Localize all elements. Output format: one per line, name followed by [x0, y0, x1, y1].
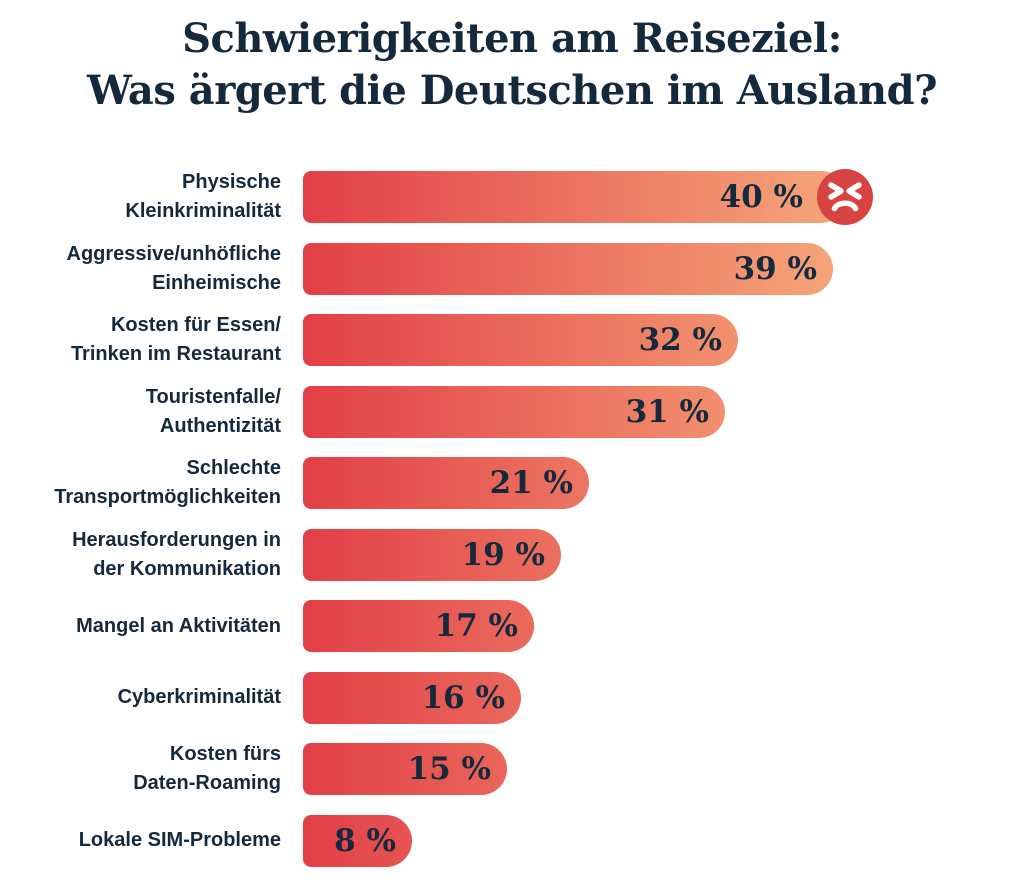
category-label: Touristenfalle/Authentizität: [0, 383, 281, 441]
category-label-line: Touristenfalle/: [145, 385, 281, 408]
chart-row: Mangel an Aktivitäten 17 %: [0, 600, 1024, 652]
chart-row: Kosten fürs Daten-Roaming 15 %: [0, 743, 1024, 795]
category-label: Mangel an Aktivitäten: [0, 612, 281, 641]
bar: 15 %: [303, 743, 507, 795]
category-label: Kosten für Essen/Trinken im Restaurant: [0, 311, 281, 369]
bar-track: 40 %: [303, 169, 1024, 225]
category-label-line: Lokale SIM-Probleme: [78, 829, 281, 851]
category-label: Kosten fürs Daten-Roaming: [0, 740, 281, 798]
category-label-line: Mangel an Aktivitäten: [76, 614, 281, 637]
bar-track: 21 %: [303, 457, 1024, 509]
category-label-line: Einheimische: [152, 271, 281, 294]
category-label-line: Authentizität: [159, 414, 281, 437]
bar: 17 %: [303, 600, 534, 652]
value-label: 17 %: [434, 608, 518, 644]
bar-track: 31 %: [303, 385, 1024, 438]
category-label-line: Cyberkriminalität: [117, 686, 281, 708]
bar: 19 %: [303, 528, 561, 581]
category-label-line: Aggressive/unhöfliche: [66, 242, 282, 265]
chart-row: Aggressive/unhöfliche Einheimische 39 %: [0, 240, 1024, 298]
value-label: 21 %: [489, 465, 573, 501]
value-label: 19 %: [461, 536, 545, 573]
bar-track: 15 %: [303, 743, 1024, 795]
title-line-2: Was ärgert die Deutschen im Ausland?: [86, 67, 938, 114]
bar: 31 %: [303, 385, 725, 438]
value-label: 16 %: [421, 679, 505, 716]
chart-row: Touristenfalle/Authentizität 31 %: [0, 383, 1024, 441]
bar: 8 %: [303, 814, 412, 867]
bar: 39 %: [303, 242, 833, 295]
chart-row: Herausforderungen in der Kommunikation 19 …: [0, 526, 1024, 584]
angry-face-icon: [817, 169, 873, 225]
category-label-line: der Kommunikation: [93, 557, 281, 580]
chart-row: Lokale SIM-Probleme 8 %: [0, 814, 1024, 867]
category-label-line: Schlechte: [186, 457, 281, 479]
bar: 21 %: [303, 457, 589, 509]
bar: 16 %: [303, 671, 521, 724]
category-label: Physische Kleinkriminalität: [0, 168, 281, 226]
bar-track: 39 %: [303, 242, 1024, 295]
category-label: Schlechte Transportmöglichkeiten: [0, 454, 281, 512]
bar-track: 32 %: [303, 314, 1024, 366]
category-label-line: Kosten fürs: [169, 743, 281, 765]
category-label-line: Herausforderungen in: [72, 528, 281, 551]
category-label-line: Daten-Roaming: [133, 772, 281, 794]
category-label: Lokale SIM-Probleme: [0, 826, 281, 855]
bar: 40 %: [303, 169, 873, 225]
bar: 32 %: [303, 314, 738, 366]
chart-row: Kosten für Essen/Trinken im Restaurant 32…: [0, 314, 1024, 366]
chart-row: Cyberkriminalität 16 %: [0, 671, 1024, 724]
bar-track: 16 %: [303, 671, 1024, 724]
category-label: Cyberkriminalität: [0, 683, 281, 712]
chart-row: Physische Kleinkriminalität 40 %: [0, 168, 1024, 226]
bar-track: 17 %: [303, 600, 1024, 652]
bar-track: 8 %: [303, 814, 1024, 867]
chart-title: Schwierigkeiten am Reiseziel: Was ärgert …: [0, 0, 1024, 117]
category-label-line: Kleinkriminalität: [125, 200, 281, 222]
category-label-line: Trinken im Restaurant: [70, 343, 281, 365]
category-label-line: Kosten für Essen/: [110, 314, 281, 336]
bar-chart: Physische Kleinkriminalität 40 % Aggressive…: [0, 168, 1024, 867]
category-label: Herausforderungen in der Kommunikation: [0, 526, 281, 584]
chart-row: Schlechte Transportmöglichkeiten 21 %: [0, 457, 1024, 509]
category-label: Aggressive/unhöfliche Einheimische: [0, 240, 282, 298]
value-label: 31 %: [625, 393, 709, 430]
value-label: 15 %: [407, 751, 491, 787]
category-label-line: Transportmöglichkeiten: [54, 486, 281, 508]
title-line-1: Schwierigkeiten am Reiseziel:: [182, 15, 842, 62]
value-label: 8 %: [334, 822, 396, 859]
value-label: 40 %: [719, 179, 803, 215]
value-label: 32 %: [638, 322, 722, 358]
value-label: 39 %: [733, 250, 817, 287]
bar-track: 19 %: [303, 528, 1024, 581]
category-label-line: Physische: [182, 171, 281, 193]
